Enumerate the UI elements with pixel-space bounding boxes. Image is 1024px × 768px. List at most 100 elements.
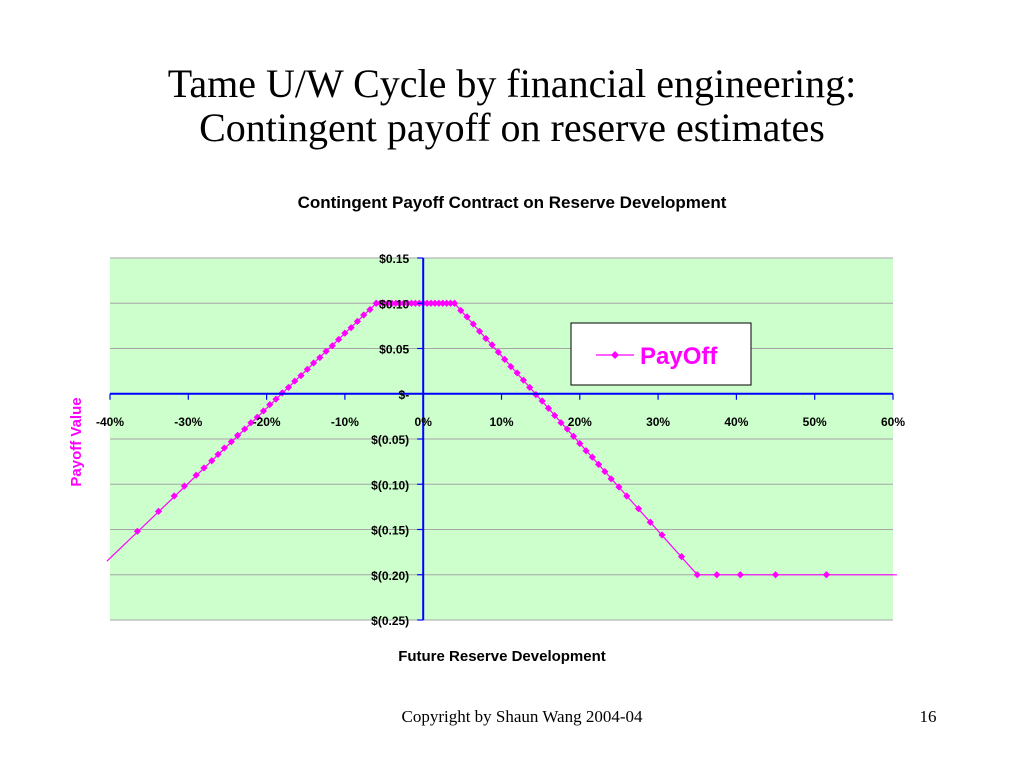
data-point (234, 431, 242, 439)
data-point (180, 482, 188, 490)
data-point (582, 447, 590, 455)
data-point (208, 457, 216, 465)
x-tick-label: -30% (174, 415, 202, 429)
data-point (713, 571, 721, 579)
data-point (227, 438, 235, 446)
y-tick-label: $(0.25) (371, 614, 409, 628)
data-point (469, 320, 477, 328)
x-axis-title: Future Reserve Development (398, 648, 606, 665)
slide-title-line-2: Contingent payoff on reserve estimates (199, 105, 825, 150)
y-tick-label: $(0.05) (371, 433, 409, 447)
y-tick-labels: $0.15 $0.10 $0.05 $- $(0.05) $(0.10) $(0.15) $(… (371, 252, 409, 628)
data-point (200, 464, 208, 472)
data-point (443, 299, 451, 307)
y-axis-title: Payoff Value (68, 397, 85, 486)
data-point (247, 419, 255, 427)
data-point (693, 571, 701, 579)
y-tick-label: $(0.20) (371, 569, 409, 583)
data-point (482, 334, 490, 343)
data-point (435, 299, 443, 307)
data-point (544, 404, 553, 412)
data-point (309, 359, 318, 367)
data-point (360, 311, 368, 319)
data-point (822, 571, 831, 579)
data-point (322, 347, 330, 355)
data-point (607, 475, 615, 483)
y-tick-label: $0.05 (379, 343, 409, 357)
data-point (594, 460, 603, 468)
data-point (475, 327, 484, 335)
data-point (447, 299, 455, 307)
data-point (551, 411, 559, 420)
data-point (450, 299, 459, 307)
data-point (423, 299, 431, 307)
page-number: 16 (919, 707, 937, 726)
data-point (400, 299, 408, 307)
data-point (392, 299, 400, 307)
gridlines (110, 257, 893, 621)
data-point (439, 299, 447, 307)
data-point (384, 299, 392, 307)
x-tick-label: 50% (803, 415, 827, 429)
data-point (526, 383, 534, 392)
legend-marker-sample (611, 351, 619, 359)
x-tick-label: 0% (415, 415, 433, 429)
data-point (170, 492, 178, 500)
x-tick-label: 10% (489, 415, 513, 429)
data-point (388, 299, 396, 307)
data-point (411, 299, 419, 307)
data-point (366, 305, 374, 314)
data-point (494, 348, 502, 356)
data-point (501, 355, 509, 363)
data-point (513, 369, 521, 377)
data-point (557, 419, 565, 427)
data-point (519, 376, 528, 384)
data-point (192, 471, 200, 479)
data-point (569, 432, 578, 440)
data-point (259, 407, 268, 415)
data-point (353, 317, 362, 325)
x-tick-label: -40% (96, 415, 124, 429)
x-tick-label: 20% (568, 415, 592, 429)
data-point (403, 299, 412, 307)
y-tick-label: $0.10 (379, 297, 409, 311)
data-point (457, 306, 465, 315)
data-point (341, 329, 349, 337)
data-point (658, 531, 666, 539)
data-point (634, 505, 643, 513)
x-tick-label: -10% (331, 415, 359, 429)
data-point (214, 450, 222, 458)
footer-copyright: Copyright by Shaun Wang 2004-04 (401, 707, 643, 726)
data-point (380, 299, 388, 307)
data-point (563, 425, 571, 433)
data-point (241, 425, 249, 433)
data-point (133, 527, 142, 535)
data-point (297, 372, 305, 380)
data-point (601, 467, 609, 476)
x-tick-labels: -40% -30% -20% -10% 0% 10% 20% 30% 40% 50% 60% (96, 415, 905, 429)
data-point (427, 299, 435, 307)
data-point (284, 383, 293, 392)
y-tick-label: $(0.10) (371, 478, 409, 492)
data-point (291, 377, 299, 385)
slide-title-line-1: Tame U/W Cycle by financial engineering: (167, 61, 857, 106)
data-point (736, 571, 744, 579)
y-tick-label: $0.15 (379, 252, 409, 266)
legend-box (570, 322, 752, 386)
data-point (347, 324, 355, 332)
data-point (316, 353, 324, 362)
data-point (646, 518, 654, 526)
data-point (266, 401, 274, 409)
chart-title: Contingent Payoff Contract on Reserve De… (298, 193, 727, 212)
data-point (220, 444, 228, 452)
data-point (272, 395, 280, 403)
x-tick-label: 40% (724, 415, 748, 429)
legend: PayOff (570, 322, 752, 386)
data-point (396, 299, 404, 307)
data-point (372, 299, 380, 307)
legend-label: PayOff (640, 343, 718, 370)
data-point (677, 553, 686, 561)
data-point (335, 335, 343, 344)
data-point (615, 483, 623, 491)
data-point (376, 299, 384, 307)
